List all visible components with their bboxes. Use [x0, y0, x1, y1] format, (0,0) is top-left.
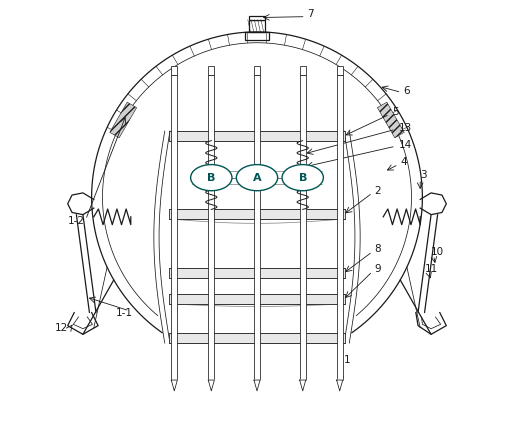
Bar — [300, 66, 306, 75]
Text: 7: 7 — [307, 10, 314, 19]
Text: 3: 3 — [420, 170, 427, 180]
Text: 11: 11 — [425, 264, 438, 274]
Bar — [171, 66, 177, 75]
Text: 1-1: 1-1 — [116, 307, 133, 318]
Polygon shape — [110, 102, 137, 138]
Text: 14: 14 — [398, 140, 412, 150]
Text: 6: 6 — [403, 85, 410, 95]
Polygon shape — [171, 380, 177, 391]
Text: 10: 10 — [431, 247, 444, 257]
Text: 4: 4 — [400, 157, 407, 167]
Ellipse shape — [236, 165, 278, 191]
Polygon shape — [300, 380, 306, 391]
Text: B: B — [299, 173, 307, 183]
Text: 13: 13 — [398, 123, 412, 133]
Text: 5: 5 — [392, 107, 398, 117]
Polygon shape — [254, 380, 260, 391]
Text: B: B — [207, 173, 215, 183]
Text: A: A — [253, 173, 261, 183]
Text: 1: 1 — [344, 356, 351, 365]
Bar — [208, 75, 214, 380]
Bar — [169, 209, 345, 219]
Bar — [171, 75, 177, 380]
Polygon shape — [377, 102, 404, 138]
Ellipse shape — [282, 165, 323, 191]
Bar — [300, 75, 306, 380]
Bar — [245, 32, 269, 40]
Polygon shape — [337, 380, 343, 391]
Text: 2: 2 — [375, 186, 381, 196]
Text: 1-2: 1-2 — [68, 216, 85, 226]
Bar — [249, 16, 265, 20]
Polygon shape — [208, 380, 214, 391]
Bar — [169, 294, 345, 304]
Bar — [337, 66, 343, 75]
Text: 12: 12 — [54, 323, 68, 333]
Bar — [337, 75, 343, 380]
Bar — [249, 20, 265, 32]
Bar — [208, 66, 214, 75]
Bar — [169, 268, 345, 278]
Bar — [169, 131, 345, 141]
Bar — [254, 75, 260, 380]
Ellipse shape — [191, 165, 232, 191]
Bar — [169, 333, 345, 343]
Bar — [254, 66, 260, 75]
Text: 8: 8 — [375, 244, 381, 254]
Text: 9: 9 — [375, 264, 381, 274]
